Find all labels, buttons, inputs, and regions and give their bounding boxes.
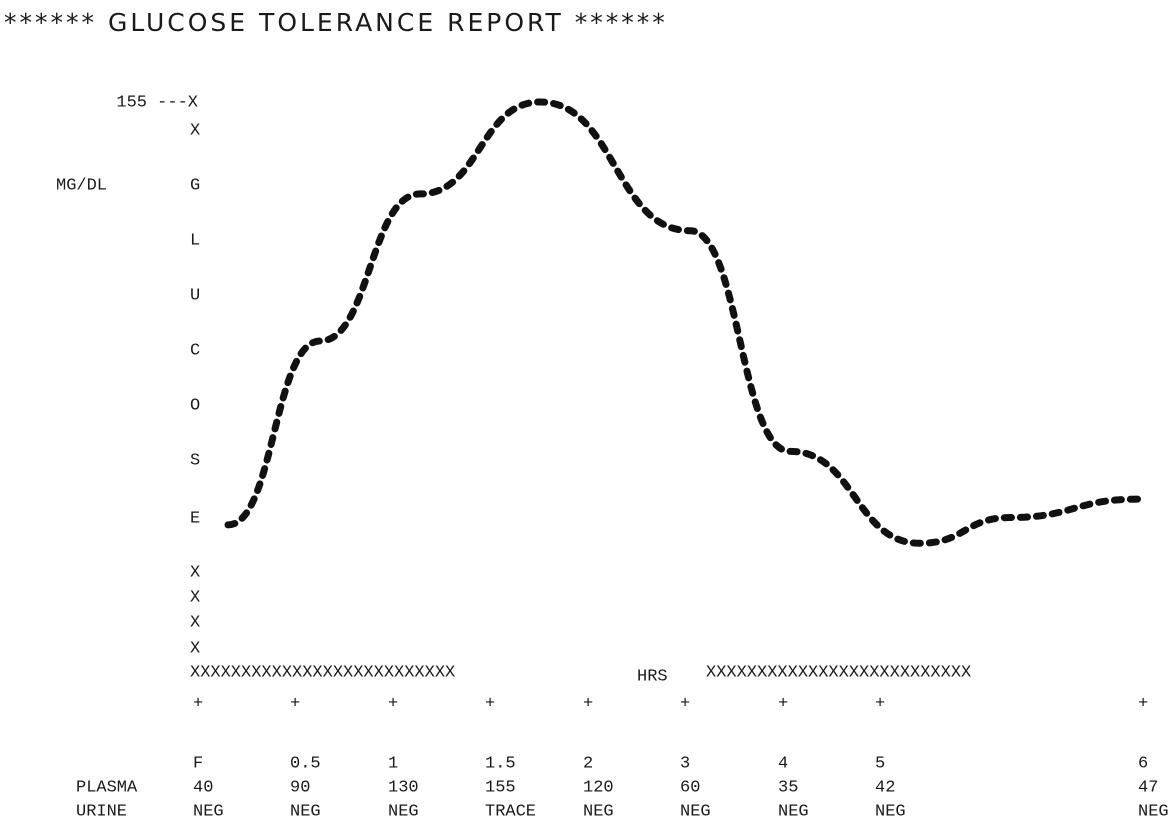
urine-value: NEG [583, 802, 614, 821]
tick-symbol: + [583, 694, 593, 713]
glucose-curve [224, 98, 1142, 547]
y-axis-letter: X [190, 121, 200, 140]
plasma-value: 120 [583, 778, 614, 797]
urine-value: NEG [875, 802, 906, 821]
row-label: URINE [76, 802, 127, 821]
tick-symbol: + [290, 694, 300, 713]
x-tick-label: 6 [1138, 754, 1148, 773]
tick-symbol: + [1138, 694, 1148, 713]
plasma-value: 47 [1138, 778, 1158, 797]
plasma-value: 42 [875, 778, 895, 797]
y-tick-label: 155 ---X [116, 93, 198, 112]
tick-symbol: + [388, 694, 398, 713]
x-tick-label: 0.5 [290, 754, 321, 773]
plasma-value: 130 [388, 778, 419, 797]
urine-value: NEG [1138, 802, 1169, 821]
y-axis-letter: X [190, 639, 200, 658]
y-axis-letter: G [190, 176, 200, 195]
y-axis-letter: X [190, 613, 200, 632]
urine-value: NEG [290, 802, 321, 821]
x-tick-label: 1 [388, 754, 398, 773]
y-axis-letter: O [190, 396, 200, 415]
tick-symbol: + [778, 694, 788, 713]
urine-value: NEG [388, 802, 419, 821]
x-tick-label: F [193, 754, 203, 773]
plasma-value: 155 [485, 778, 516, 797]
y-axis-letter: E [190, 509, 200, 528]
y-axis-letter: X [190, 588, 200, 607]
x-axis-left: XXXXXXXXXXXXXXXXXXXXXXXXXX [190, 663, 455, 682]
x-tick-label: 3 [680, 754, 690, 773]
urine-value: TRACE [485, 802, 536, 821]
urine-value: NEG [680, 802, 711, 821]
tick-symbol: + [875, 694, 885, 713]
plasma-value: 40 [193, 778, 213, 797]
x-tick-label: 5 [875, 754, 885, 773]
plasma-value: 35 [778, 778, 798, 797]
plasma-value: 60 [680, 778, 700, 797]
urine-value: NEG [193, 802, 224, 821]
tick-symbol: + [485, 694, 495, 713]
chart-title: ****** GLUCOSE TOLERANCE REPORT ****** [4, 8, 668, 37]
tick-symbol: + [193, 694, 203, 713]
row-label: PLASMA [76, 778, 138, 797]
y-axis-letter: L [190, 231, 200, 250]
x-tick-label: 2 [583, 754, 593, 773]
y-axis-letter: C [190, 341, 200, 360]
x-tick-label: 4 [778, 754, 788, 773]
plasma-value: 90 [290, 778, 310, 797]
x-tick-label: 1.5 [485, 754, 516, 773]
x-axis-label: HRS [637, 667, 668, 686]
tick-symbol: + [680, 694, 690, 713]
y-axis-letter: S [190, 451, 200, 470]
y-axis-letter: X [190, 563, 200, 582]
x-axis-right: XXXXXXXXXXXXXXXXXXXXXXXXXX [706, 663, 971, 682]
y-axis-letter: U [190, 286, 200, 305]
y-axis-label: MG/DL [56, 176, 107, 195]
urine-value: NEG [778, 802, 809, 821]
